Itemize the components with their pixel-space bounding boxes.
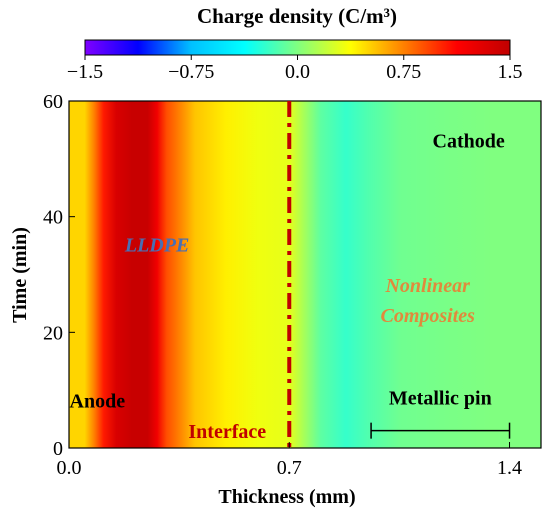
y-axis-ticks: 0 20 40 60: [43, 91, 75, 460]
colorbar: [84, 39, 511, 56]
anode-label: Anode: [70, 391, 126, 413]
interface-label: Interface: [188, 421, 266, 443]
colorbar-tick-label: 1.5: [498, 61, 523, 83]
x-tick-label: 0.7: [277, 457, 302, 479]
colorbar-tick-label: −1.5: [67, 61, 103, 83]
y-tick-label: 60: [43, 91, 63, 113]
y-tick-label: 40: [43, 207, 63, 229]
cathode-label: Cathode: [433, 130, 505, 152]
x-axis-label: Thickness (mm): [218, 486, 355, 508]
composites-label: Composites: [380, 305, 475, 327]
plot-frame: [68, 100, 542, 449]
x-axis-ticks: 0.0 0.7 1.4: [57, 442, 522, 479]
y-axis-label: Time (min): [9, 227, 31, 323]
y-tick-label: 20: [43, 322, 63, 344]
metallic-pin-bar: [370, 422, 511, 439]
lldpe-label: LLDPE: [124, 234, 189, 256]
nonlinear-label: Nonlinear: [384, 275, 470, 297]
heatmap-field: [69, 101, 541, 448]
colorbar-ticks: −1.5 −0.75 0.0 0.75 1.5: [67, 55, 523, 83]
x-tick-label: 0.0: [57, 457, 82, 479]
colorbar-title: Charge density (C/m³): [197, 4, 397, 28]
colorbar-tick-label: 0.0: [285, 61, 310, 83]
colorbar-tick-label: 0.75: [386, 61, 421, 83]
y-tick-label: 0: [53, 438, 63, 460]
colorbar-tick-label: −0.75: [168, 61, 214, 83]
x-tick-label: 1.4: [497, 457, 522, 479]
metallic-pin-label: Metallic pin: [389, 388, 492, 410]
